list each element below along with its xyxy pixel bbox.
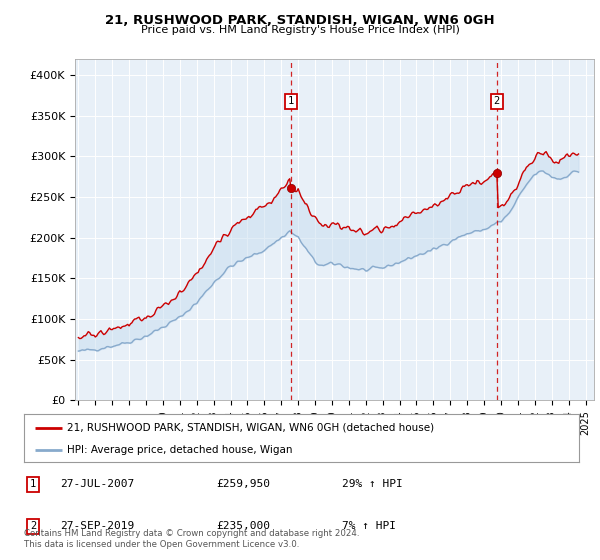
Text: 21, RUSHWOOD PARK, STANDISH, WIGAN, WN6 0GH: 21, RUSHWOOD PARK, STANDISH, WIGAN, WN6 … <box>105 14 495 27</box>
Text: 29% ↑ HPI: 29% ↑ HPI <box>342 479 403 489</box>
Text: HPI: Average price, detached house, Wigan: HPI: Average price, detached house, Wiga… <box>67 445 293 455</box>
Text: 1: 1 <box>288 96 294 106</box>
Text: 1: 1 <box>30 479 36 489</box>
Text: 7% ↑ HPI: 7% ↑ HPI <box>342 521 396 531</box>
Text: 2: 2 <box>30 521 36 531</box>
Text: 27-SEP-2019: 27-SEP-2019 <box>60 521 134 531</box>
Text: Contains HM Land Registry data © Crown copyright and database right 2024.
This d: Contains HM Land Registry data © Crown c… <box>24 529 359 549</box>
Text: 27-JUL-2007: 27-JUL-2007 <box>60 479 134 489</box>
Text: £259,950: £259,950 <box>216 479 270 489</box>
Text: 2: 2 <box>494 96 500 106</box>
Text: £235,000: £235,000 <box>216 521 270 531</box>
Text: Price paid vs. HM Land Registry's House Price Index (HPI): Price paid vs. HM Land Registry's House … <box>140 25 460 35</box>
Text: 21, RUSHWOOD PARK, STANDISH, WIGAN, WN6 0GH (detached house): 21, RUSHWOOD PARK, STANDISH, WIGAN, WN6 … <box>67 423 434 433</box>
